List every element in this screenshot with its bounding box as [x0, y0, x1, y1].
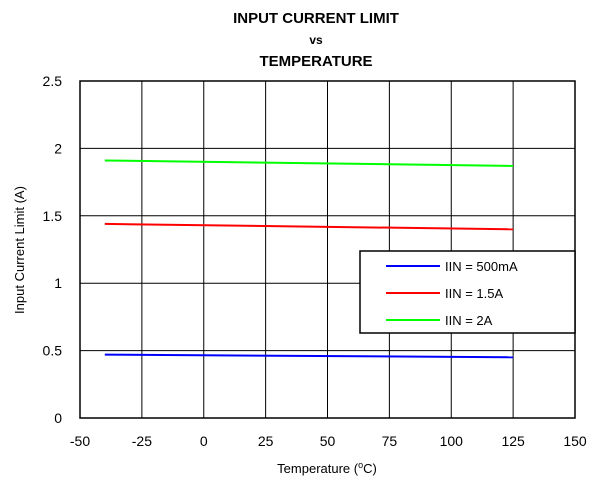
- y-tick-labels: 0 0.5 1 1.5 2 2.5: [43, 73, 63, 426]
- grid: [80, 81, 575, 418]
- legend-label: IIN = 1.5A: [445, 286, 503, 301]
- chart-title-line1: INPUT CURRENT LIMIT: [233, 10, 399, 27]
- y-tick-label: 1: [54, 275, 62, 291]
- series-line-2: [104, 222, 514, 231]
- series-lines: [104, 159, 514, 359]
- chart-title-line2: vs: [309, 33, 323, 47]
- x-axis-label: Temperature (oC): [277, 460, 377, 476]
- legend-label: IIN = 2A: [445, 313, 493, 328]
- y-tick-label: 2: [54, 140, 62, 156]
- y-tick-label: 1.5: [43, 208, 63, 224]
- chart-title-line3: TEMPERATURE: [259, 53, 372, 70]
- y-tick-label: 2.5: [43, 73, 63, 89]
- legend-label: IIN = 500mA: [445, 259, 518, 274]
- series-line-3: [104, 159, 514, 167]
- x-tick-label: -50: [70, 433, 90, 449]
- x-tick-label: 50: [320, 433, 336, 449]
- x-tick-labels: -50 -25 0 25 50 75 100 125 150: [70, 433, 587, 449]
- x-tick-label: 125: [501, 433, 525, 449]
- x-tick-label: 150: [563, 433, 587, 449]
- y-axis-label: Input Current Limit (A): [12, 186, 27, 314]
- x-tick-label: -25: [132, 433, 152, 449]
- x-tick-label: 0: [200, 433, 208, 449]
- legend: IIN = 500mA IIN = 1.5A IIN = 2A: [359, 250, 576, 334]
- x-tick-label: 25: [258, 433, 274, 449]
- x-tick-label: 100: [440, 433, 464, 449]
- y-tick-label: 0: [54, 410, 62, 426]
- y-tick-label: 0.5: [43, 343, 63, 359]
- x-tick-label: 75: [382, 433, 398, 449]
- series-line-1: [104, 353, 514, 359]
